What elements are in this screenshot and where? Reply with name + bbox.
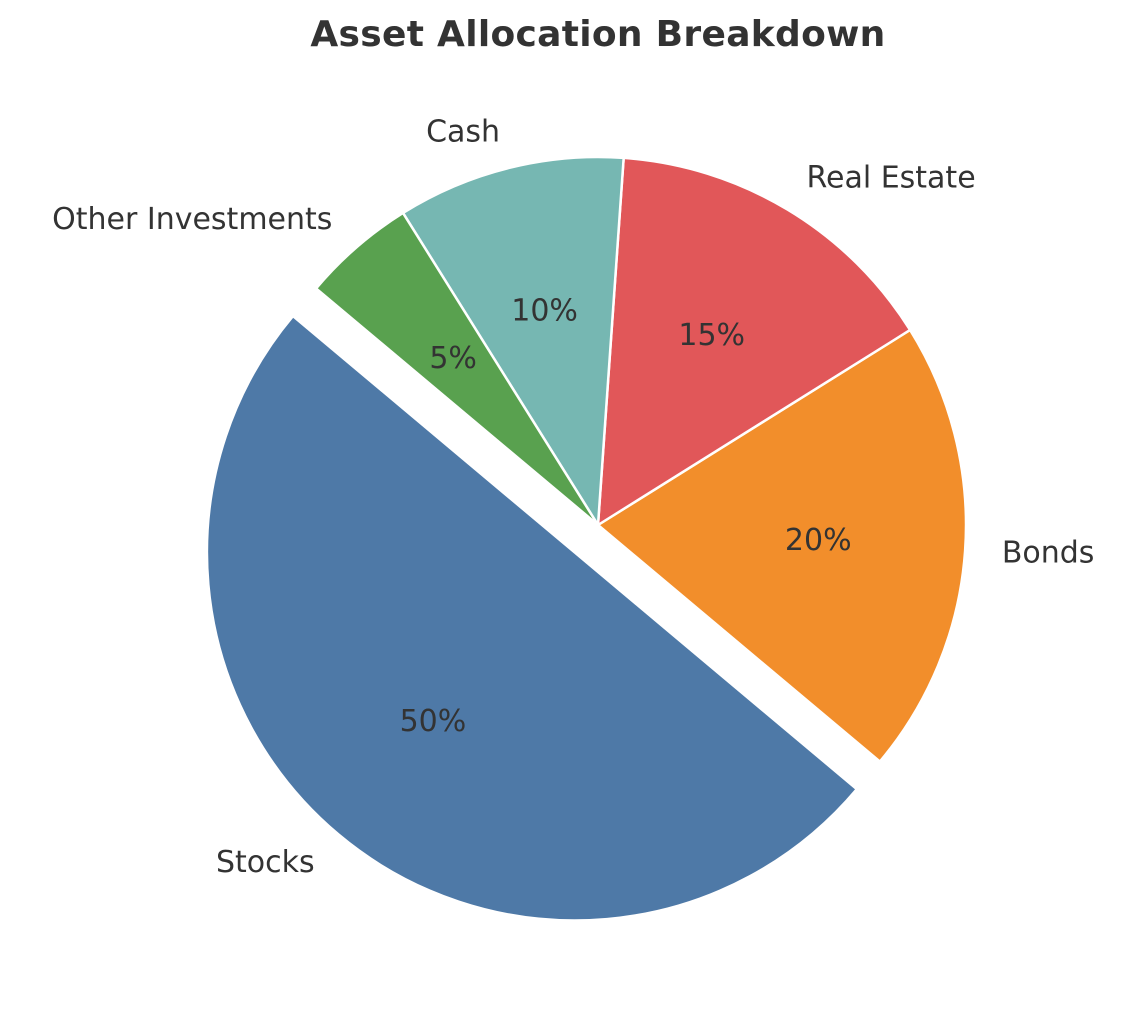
chart-title: Asset Allocation Breakdown — [310, 14, 886, 55]
slice-real-estate — [596, 156, 912, 527]
category-label-cash: Cash — [426, 115, 500, 150]
percent-label-stocks: 50% — [400, 704, 467, 739]
category-label-stocks: Stocks — [216, 845, 315, 880]
category-label-bonds: Bonds — [1002, 536, 1095, 571]
slice-cash — [401, 155, 625, 527]
percent-labels: 50% 20% 15% 10% 5% — [400, 293, 852, 739]
pie-slices — [205, 155, 968, 922]
percent-label-cash: 10% — [511, 293, 578, 328]
category-label-other-investments: Other Investments — [52, 202, 332, 237]
percent-label-other-investments: 5% — [429, 341, 477, 376]
slice-bonds — [596, 328, 968, 763]
slice-stocks — [205, 314, 859, 922]
category-label-real-estate: Real Estate — [806, 161, 975, 196]
slice-other-investments — [314, 211, 600, 527]
category-labels: Stocks Bonds Real Estate Cash Other Investme… — [52, 115, 1094, 880]
percent-label-bonds: 20% — [785, 523, 852, 558]
percent-label-real-estate: 15% — [678, 318, 745, 353]
